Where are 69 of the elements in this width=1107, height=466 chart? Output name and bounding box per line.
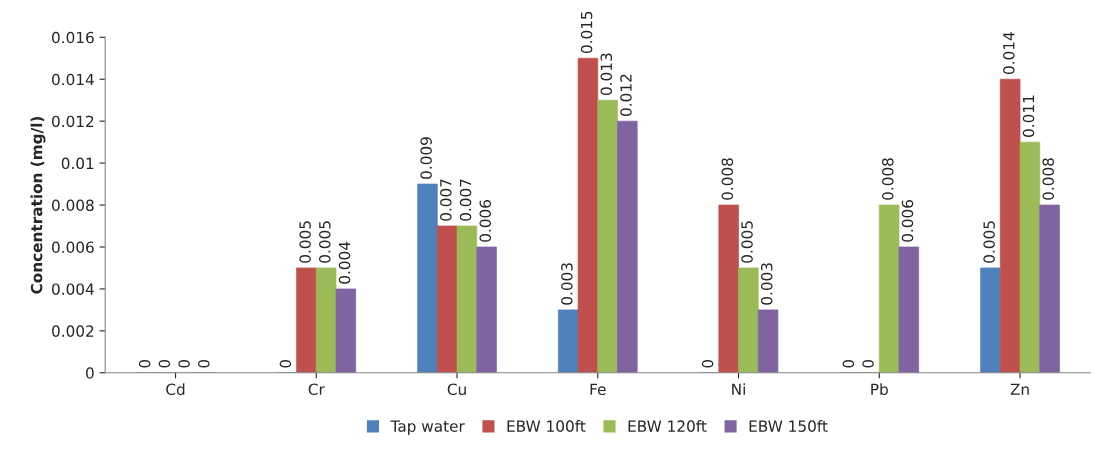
bar [558, 309, 579, 373]
data-label: 0 [701, 359, 714, 368]
data-label: 0 [862, 359, 874, 368]
x-tick-label: Cr [308, 383, 325, 396]
data-label: 0.005 [319, 221, 331, 263]
bar [476, 246, 497, 373]
y-tick-label: 0.014 [52, 73, 94, 86]
y-tick-label: 0.016 [52, 31, 94, 44]
data-label: 0.005 [299, 221, 311, 263]
data-label: 0 [842, 359, 855, 368]
legend-label: Tap water [390, 420, 465, 435]
y-tick-label: 0 [86, 367, 94, 379]
data-label: 0 [158, 359, 171, 368]
y-tick-label: 0.006 [52, 241, 94, 253]
data-label: 0.013 [600, 53, 613, 95]
data-label: 0.014 [1003, 32, 1015, 75]
data-label: 0.008 [882, 158, 894, 200]
bar [335, 288, 357, 373]
legend-label: EBW 150ft [749, 420, 828, 432]
data-label: 0.006 [901, 200, 914, 242]
bar [1039, 204, 1060, 373]
bar [898, 246, 920, 373]
bar [757, 309, 779, 373]
data-label: 0.007 [440, 179, 452, 221]
data-label: 0.003 [561, 263, 573, 305]
bar [718, 204, 739, 373]
bar [577, 57, 599, 373]
bar [738, 267, 759, 373]
x-tick-label: Cu [447, 383, 466, 396]
x-tick-label: Pb [871, 383, 888, 396]
x-tick-label: Cd [166, 383, 185, 396]
data-label: 0 [279, 359, 292, 368]
y-tick-label: 0.004 [52, 283, 94, 295]
x-tick-label: Ni [732, 383, 745, 395]
bar [436, 225, 458, 373]
y-axis-title: Concentration (mg/l) [30, 116, 46, 294]
bar [456, 225, 478, 373]
data-label: 0.005 [983, 221, 995, 263]
bar [597, 99, 618, 373]
data-label: 0.008 [721, 158, 734, 200]
data-label: 0.005 [741, 221, 753, 263]
data-label: 0.008 [1042, 158, 1055, 200]
data-label: 0.015 [580, 11, 593, 54]
data-label: 0.009 [420, 137, 432, 179]
y-tick-label: 0.01 [61, 157, 94, 170]
data-label: 0.011 [1022, 95, 1035, 137]
bar [417, 183, 438, 373]
bar [1019, 141, 1041, 373]
data-label: 0.004 [338, 241, 351, 284]
legend-label: EBW 120ft [628, 420, 707, 432]
bar [999, 78, 1021, 373]
legend-label: EBW 100ft [507, 420, 586, 432]
bar [878, 204, 900, 373]
x-tick-label: Fe [590, 383, 606, 396]
data-label: 0.007 [459, 179, 472, 221]
data-label: 0.003 [760, 263, 773, 305]
data-label: 0 [197, 359, 210, 368]
bar [296, 267, 317, 373]
data-label: 0 [178, 359, 190, 368]
data-label: 0.006 [479, 200, 492, 242]
y-tick-label: 0.012 [52, 115, 94, 128]
y-tick-label: 0.002 [52, 325, 94, 337]
data-label: 0.012 [620, 74, 632, 116]
bar [315, 267, 337, 373]
data-label: 0 [138, 359, 151, 368]
y-tick-label: 0.008 [52, 199, 94, 212]
bar [980, 267, 1001, 373]
x-tick-label: Zn [1010, 383, 1029, 395]
bar [617, 120, 638, 373]
